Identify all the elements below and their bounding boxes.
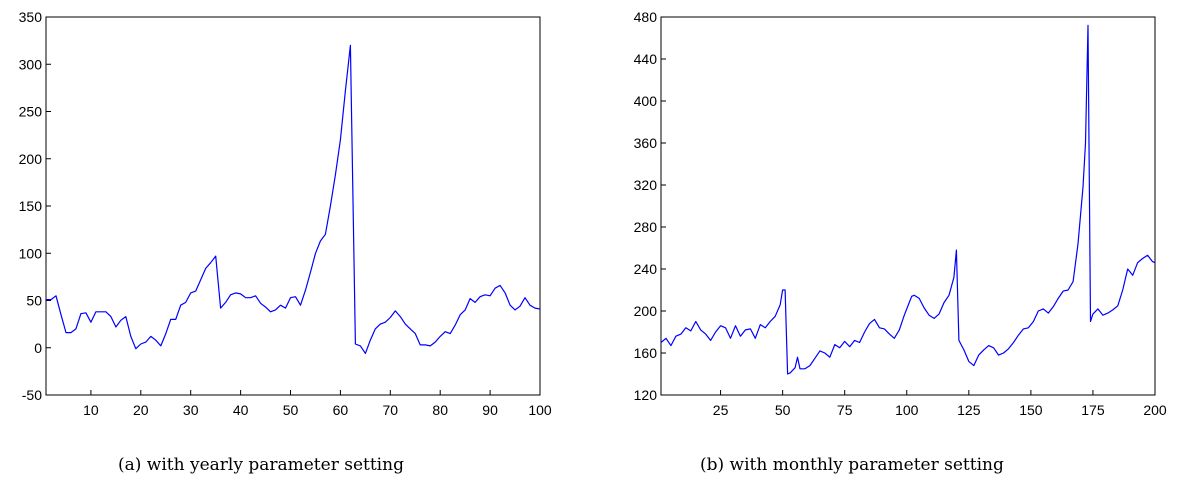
x-tick-label: 75 xyxy=(837,402,853,418)
x-tick-label: 30 xyxy=(183,402,199,418)
y-tick-label: 200 xyxy=(634,303,658,319)
x-tick-label: 70 xyxy=(383,402,399,418)
x-tick-label: 80 xyxy=(432,402,448,418)
y-tick-label: 400 xyxy=(634,93,658,109)
caption-yearly: (a) with yearly parameter setting xyxy=(118,455,404,475)
x-tick-label: 40 xyxy=(233,402,249,418)
x-tick-label: 25 xyxy=(713,402,729,418)
y-tick-label: -50 xyxy=(22,387,42,403)
y-tick-label: 320 xyxy=(634,177,658,193)
chart-monthly: 120 160 200 240 280 320 360 400 440 480 25 50 75 100 1… xyxy=(634,9,1167,418)
x-tick-label: 100 xyxy=(895,402,919,418)
y-tick-label: 120 xyxy=(634,387,658,403)
series-line xyxy=(46,44,541,354)
y-tick-label: 50 xyxy=(26,293,42,309)
y-tick-label: 250 xyxy=(19,104,43,120)
x-tick-label: 125 xyxy=(957,402,981,418)
y-tick-label: 350 xyxy=(19,9,43,25)
y-tick-label: 240 xyxy=(634,261,658,277)
chart-yearly: -50 0 50 100 150 200 250 300 350 10 20 30 40 50 60 70 80… xyxy=(19,9,552,418)
x-tick-label: 100 xyxy=(528,402,552,418)
caption-monthly: (b) with monthly parameter setting xyxy=(700,455,1004,475)
x-tick-label: 50 xyxy=(283,402,299,418)
x-tick-label: 60 xyxy=(333,402,349,418)
x-tick-label: 175 xyxy=(1081,402,1105,418)
y-tick-label: 100 xyxy=(19,245,43,261)
plot-frame xyxy=(45,16,541,396)
y-tick-label: 440 xyxy=(634,51,658,67)
x-tick-label: 10 xyxy=(83,402,99,418)
y-tick-label: 0 xyxy=(34,340,42,356)
x-tick-label: 150 xyxy=(1019,402,1043,418)
series-line xyxy=(660,24,1156,375)
y-tick-label: 480 xyxy=(634,9,658,25)
y-tick-label: 150 xyxy=(19,198,43,214)
x-tick-label: 50 xyxy=(775,402,791,418)
y-tick-label: 280 xyxy=(634,219,658,235)
x-tick-label: 200 xyxy=(1143,402,1167,418)
x-tick-label: 90 xyxy=(482,402,498,418)
plot-frame xyxy=(660,16,1156,396)
y-tick-label: 160 xyxy=(634,345,658,361)
y-tick-label: 300 xyxy=(19,56,43,72)
y-tick-label: 200 xyxy=(19,151,43,167)
x-tick-label: 20 xyxy=(133,402,149,418)
y-tick-label: 360 xyxy=(634,135,658,151)
